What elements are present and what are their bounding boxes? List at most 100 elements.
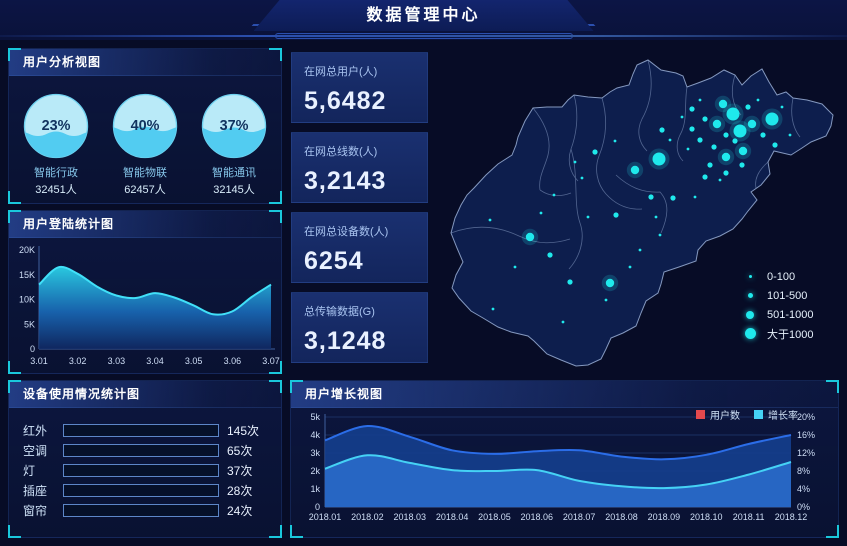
gauge-count-label: 32145人 [213,184,255,196]
corner-bracket [269,210,282,223]
corner-bracket [8,191,21,204]
stat-label: 在网总用户(人) [304,66,378,78]
corner-bracket [826,380,839,393]
liquid-gauge-circle: 37% [201,93,267,159]
svg-text:3.01: 3.01 [30,356,48,366]
legend-dot-icon [743,328,757,339]
liquid-gauge: 37% 智能通讯 32145人 [192,90,276,197]
svg-text:2018.04: 2018.04 [436,512,469,522]
svg-text:10K: 10K [19,295,35,305]
corner-bracket [826,525,839,538]
svg-text:2018.10: 2018.10 [690,512,723,522]
svg-text:2018.01: 2018.01 [309,512,342,522]
liquid-gauge: 40% 智能物联 62457人 [103,90,187,197]
stat-label: 总传输数据(G) [304,306,375,318]
liquid-gauge-group: 23% 智能行政 32451人 40% 智能物联 62457人 37% 智能通讯… [9,76,281,197]
legend-label: 0-100 [767,270,796,283]
bar-track [63,443,219,457]
device-bar-chart: 红外 145次 空调 65次 灯 37次 插座 28次 窗帘 24次 [9,408,281,520]
stat-value: 5,6482 [304,87,387,115]
svg-text:5K: 5K [24,319,35,329]
bar-value-label: 65次 [227,443,253,458]
svg-text:2018.02: 2018.02 [351,512,384,522]
map-scatter-dots [488,95,792,324]
svg-text:8%: 8% [797,466,810,476]
map-legend-item[interactable]: 501-1000 [743,305,814,324]
corner-bracket [269,525,282,538]
panel-user-growth: 用户增长视图 用户数 增长率 0 1k 2k 3k 4k 5k 0% 4% 8% 12% 16% 20… [290,380,839,538]
svg-text:3.02: 3.02 [69,356,87,366]
panel-login-stats: 用户登陆统计图 0 5K 10K 15K 20K 3.01 3.02 3.03 3.04 3.05… [8,210,282,374]
liquid-gauge-circle: 23% [23,93,89,159]
map-legend-item[interactable]: 101-500 [743,286,814,305]
device-bar-row: 窗帘 24次 [9,500,281,520]
svg-text:2018.11: 2018.11 [733,512,765,522]
svg-text:20%: 20% [797,412,815,422]
svg-text:37%: 37% [220,118,249,134]
legend-series-label: 增长率 [768,411,798,422]
bar-value-label: 37次 [227,463,253,478]
svg-text:20K: 20K [19,245,35,255]
panel-device-usage: 设备使用情况统计图 红外 145次 空调 65次 灯 37次 插座 28次 窗帘… [8,380,282,538]
growth-area-chart: 0 1k 2k 3k 4k 5k 0% 4% 8% 12% 16% 20% 2018.01 2018.02… [309,412,815,522]
stat-card-column: 在网总用户(人) 5,6482 在网总线数(人) 3,2143 在网总设备数(人… [291,52,428,363]
legend-dot-icon [743,310,757,319]
legend-dot-icon [743,275,757,278]
panel-title-user-analysis: 用户分析视图 [9,49,281,76]
svg-text:3.06: 3.06 [224,356,242,366]
svg-text:16%: 16% [797,430,815,440]
corner-bracket [8,361,21,374]
stat-card: 在网总设备数(人) 6254 [291,212,428,283]
bar-track [63,463,219,477]
bar-category-label: 红外 [23,423,48,438]
page-title: 数据管理中心 [253,0,594,31]
stat-label: 在网总线数(人) [304,146,378,158]
svg-text:5k: 5k [310,412,320,422]
svg-text:2018.12: 2018.12 [775,512,808,522]
bar-track [63,503,219,517]
svg-text:3k: 3k [310,448,320,458]
legend-dot-icon [743,293,757,298]
svg-text:2018.08: 2018.08 [605,512,638,522]
region-bubble-map [450,59,834,367]
region-inner-borders [450,59,801,270]
gauge-count-label: 32451人 [35,184,77,196]
svg-text:2018.03: 2018.03 [393,512,426,522]
corner-bracket [269,191,282,204]
map-size-legend[interactable]: 0-100 101-500 501-1000 大于1000 [743,267,814,343]
stat-card: 在网总线数(人) 3,2143 [291,132,428,203]
legend-swatch-icon [754,410,763,419]
gauge-category-label: 智能行政 [34,167,78,179]
svg-text:1k: 1k [310,484,320,494]
svg-text:23%: 23% [42,118,71,134]
bar-category-label: 插座 [23,483,48,498]
bar-track [63,423,219,437]
legend-label: 101-500 [767,289,808,302]
bar-category-label: 灯 [23,463,36,478]
device-bar-row: 插座 28次 [9,480,281,500]
series-legend-item[interactable]: 用户数 [696,407,740,422]
legend-swatch-icon [696,410,705,419]
corner-bracket [8,48,21,61]
corner-bracket [269,361,282,374]
svg-text:15K: 15K [19,270,35,280]
map-legend-item[interactable]: 0-100 [743,267,814,286]
corner-bracket [269,380,282,393]
corner-bracket [8,380,21,393]
svg-text:3.04: 3.04 [146,356,164,366]
login-area-chart: 0 5K 10K 15K 20K 3.01 3.02 3.03 3.04 3.05 3.06 3.07 [19,245,280,366]
legend-label: 大于1000 [767,328,814,341]
map-legend-item[interactable]: 大于1000 [743,324,814,343]
svg-text:2018.06: 2018.06 [521,512,554,522]
liquid-gauge-circle: 40% [112,93,178,159]
gauge-count-label: 62457人 [124,184,166,196]
svg-text:0: 0 [30,344,35,354]
map-container: 0-100 101-500 501-1000 大于1000 [430,45,847,376]
series-legend-item[interactable]: 增长率 [754,407,798,422]
bar-value-label: 28次 [227,483,253,498]
svg-text:4%: 4% [797,484,810,494]
device-bar-row: 空调 65次 [9,440,281,460]
legend-series-label: 用户数 [710,411,740,422]
svg-text:12%: 12% [797,448,815,458]
